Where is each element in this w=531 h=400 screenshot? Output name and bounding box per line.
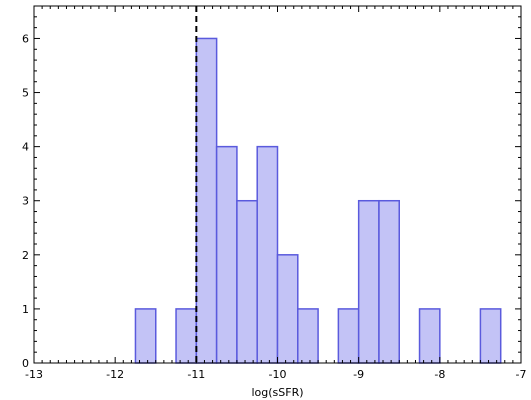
y-tick-label: 6: [22, 32, 29, 45]
x-tick-label: -7: [516, 368, 527, 381]
histogram-bar: [418, 308, 441, 364]
y-tick-label: 1: [22, 303, 29, 316]
histogram-bar: [357, 199, 380, 364]
histogram-bar: [378, 199, 401, 364]
histogram-bar: [337, 308, 360, 364]
histogram-bar: [256, 145, 279, 364]
y-axis-ticks: 0 1 2 3 4 5 6: [22, 5, 521, 370]
histogram-bar: [479, 308, 502, 364]
x-tick-label: -8: [434, 368, 445, 381]
x-axis-label: log(sSFR): [251, 386, 303, 399]
x-tick-label: -9: [353, 368, 364, 381]
y-tick-label: 5: [22, 87, 29, 100]
y-tick-label: 3: [22, 195, 29, 208]
x-tick-label: -12: [106, 368, 124, 381]
histogram-bar: [236, 199, 258, 364]
y-tick-label: 4: [22, 141, 29, 154]
bars-group: [134, 37, 502, 364]
histogram-bar: [175, 308, 198, 364]
histogram-bar: [134, 308, 157, 364]
histogram-bar: [297, 308, 319, 364]
histogram-bar: [215, 145, 238, 364]
histogram-bar: [195, 37, 218, 364]
x-tick-label: -10: [269, 368, 287, 381]
histogram-bar: [276, 254, 299, 364]
y-tick-label: 0: [22, 357, 29, 370]
x-tick-label: -11: [187, 368, 205, 381]
x-tick-label: -13: [25, 368, 43, 381]
y-tick-label: 2: [22, 249, 29, 262]
x-axis-ticks: -13 -12 -11 -10 -9 -8 -7: [25, 6, 526, 381]
